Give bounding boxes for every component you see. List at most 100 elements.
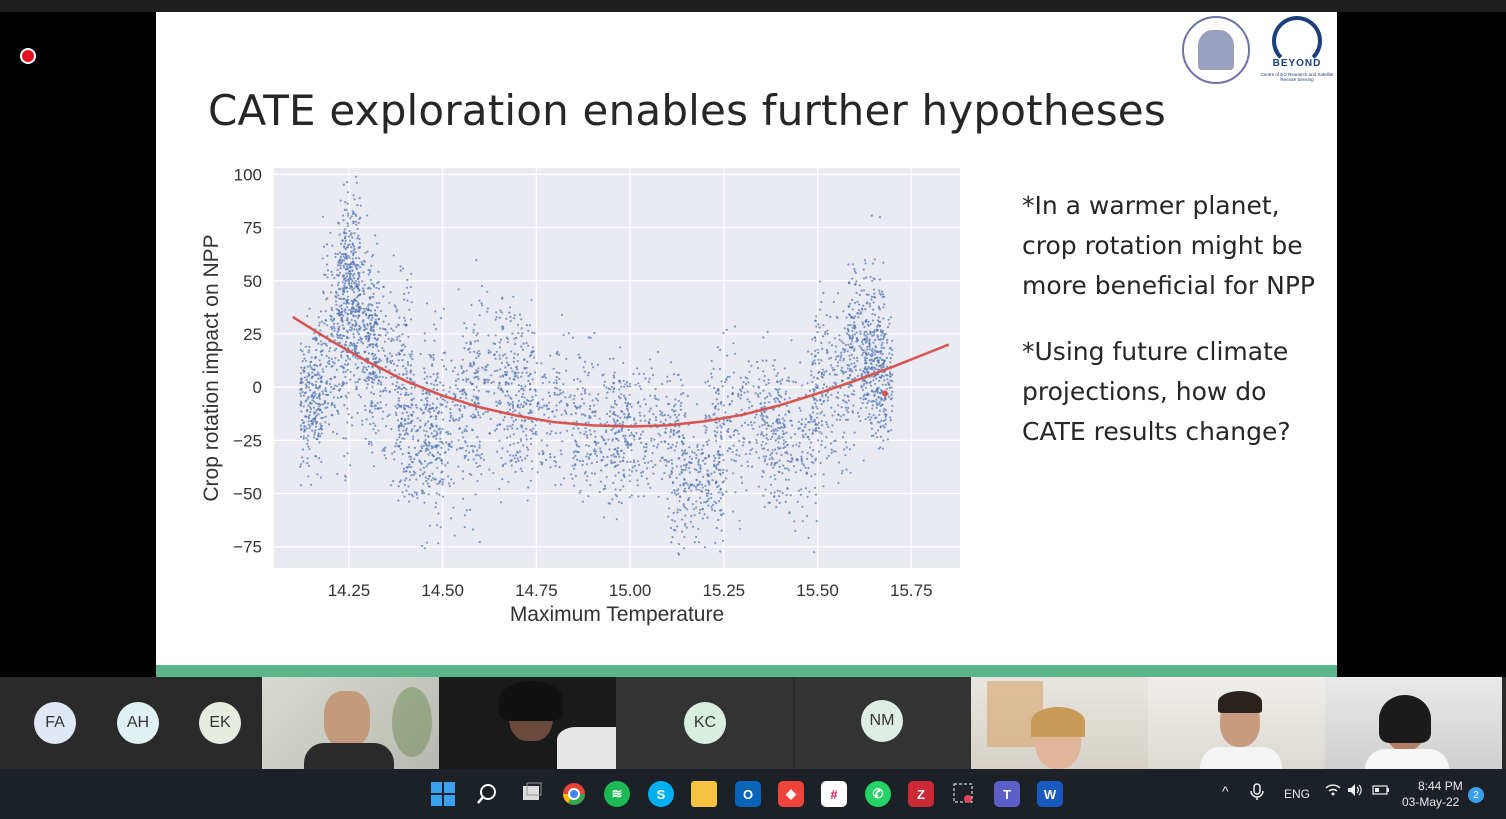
scatter-point — [372, 428, 375, 431]
scatter-point — [620, 429, 623, 432]
participant-video-4[interactable] — [1148, 677, 1325, 769]
scatter-point — [430, 423, 433, 426]
scatter-point — [807, 435, 810, 439]
scatter-point — [350, 285, 353, 288]
scatter-point — [703, 546, 706, 549]
scatter-point — [624, 383, 627, 386]
scatter-point — [830, 393, 833, 396]
scatter-point — [438, 493, 441, 496]
scatter-point — [434, 310, 437, 313]
tray-overflow-chevron-icon[interactable]: ^ — [1222, 783, 1229, 799]
scatter-point — [842, 310, 845, 313]
scatter-point — [882, 419, 886, 423]
scatter-point — [740, 408, 743, 411]
scatter-point — [858, 293, 861, 297]
scatter-point — [329, 382, 332, 386]
clock-time[interactable]: 8:44 PM — [1418, 779, 1463, 793]
teams-icon[interactable]: T — [994, 781, 1020, 807]
wifi-icon[interactable] — [1325, 783, 1341, 800]
scatter-point — [357, 393, 360, 397]
word-icon[interactable]: W — [1037, 781, 1063, 807]
windows-start-icon[interactable] — [430, 781, 456, 807]
scatter-point — [867, 352, 870, 355]
scatter-point — [840, 354, 843, 357]
scatter-point — [402, 467, 406, 470]
language-indicator[interactable]: ENG — [1284, 787, 1311, 801]
scatter-point — [302, 435, 305, 438]
scatter-point — [428, 451, 432, 454]
scatter-point — [797, 489, 801, 492]
scatter-point — [476, 465, 479, 468]
scatter-point — [395, 310, 398, 313]
search-icon[interactable] — [474, 781, 500, 807]
battery-icon[interactable] — [1372, 783, 1390, 800]
scatter-point — [862, 304, 865, 307]
scatter-point — [344, 282, 347, 285]
scatter-point — [486, 290, 489, 293]
chrome-icon[interactable] — [561, 781, 587, 807]
scatter-point — [695, 456, 698, 459]
scatter-point — [763, 458, 767, 461]
scatter-point — [391, 452, 394, 455]
clock-date[interactable]: 03-May-22 — [1402, 795, 1460, 809]
snipping-tool-icon[interactable] — [951, 781, 977, 807]
scatter-point — [492, 472, 495, 475]
task-view-icon[interactable] — [518, 781, 544, 807]
scatter-point — [848, 364, 851, 367]
scatter-point — [637, 382, 640, 385]
participant-video-3[interactable] — [971, 677, 1148, 769]
scatter-point — [316, 396, 319, 399]
whatsapp-icon[interactable]: ✆ — [865, 781, 891, 807]
skype-icon[interactable]: S — [648, 781, 674, 807]
microphone-icon[interactable] — [1250, 783, 1264, 804]
scatter-point — [413, 458, 416, 461]
participant-avatar-ek[interactable]: EK — [199, 702, 241, 744]
slack-icon[interactable]: # — [821, 781, 847, 807]
participant-avatar-kc[interactable]: KC — [684, 702, 726, 744]
spotify-icon[interactable]: ≋ — [604, 781, 630, 807]
participant-video-2[interactable] — [439, 677, 619, 769]
scatter-point — [676, 508, 679, 511]
scatter-point — [405, 370, 408, 373]
scatter-point — [709, 416, 712, 419]
scatter-point — [820, 371, 824, 375]
participant-video-1[interactable] — [262, 677, 439, 769]
file-explorer-icon[interactable] — [691, 781, 717, 807]
participant-avatar-ah[interactable]: AH — [117, 702, 159, 744]
scatter-point — [581, 463, 584, 467]
scatter-point — [838, 418, 842, 421]
scatter-point — [571, 477, 574, 480]
scatter-point — [411, 438, 415, 441]
scatter-point — [615, 403, 618, 406]
scatter-point — [310, 360, 313, 363]
scatter-point — [756, 393, 760, 396]
scatter-point — [404, 345, 407, 348]
scatter-point — [399, 447, 402, 451]
notification-badge[interactable]: 2 — [1468, 787, 1484, 803]
scatter-point — [344, 375, 347, 378]
scatter-point — [604, 464, 607, 467]
anydesk-icon[interactable]: ◆ — [778, 781, 804, 807]
volume-icon[interactable] — [1347, 783, 1363, 800]
scatter-point — [318, 321, 321, 324]
scatter-point — [760, 431, 764, 434]
scatter-point — [440, 440, 443, 443]
scatter-point — [423, 501, 426, 504]
scatter-point — [889, 379, 892, 382]
scatter-point — [831, 424, 834, 427]
scatter-point — [626, 402, 629, 405]
scatter-point — [630, 405, 633, 408]
scatter-point — [328, 359, 331, 363]
scatter-point — [457, 439, 460, 442]
x-tick-label: 14.50 — [421, 581, 464, 600]
outlook-icon[interactable]: O — [735, 781, 761, 807]
participant-avatar-fa[interactable]: FA — [34, 702, 76, 744]
scatter-point — [809, 446, 812, 449]
participant-avatar-nm[interactable]: NM — [861, 700, 903, 742]
scatter-point — [747, 465, 750, 468]
zotero-icon[interactable]: Z — [908, 781, 934, 807]
scatter-point — [810, 475, 813, 478]
scatter-point — [437, 542, 440, 545]
scatter-point — [474, 416, 477, 419]
participant-video-5[interactable] — [1325, 677, 1502, 769]
